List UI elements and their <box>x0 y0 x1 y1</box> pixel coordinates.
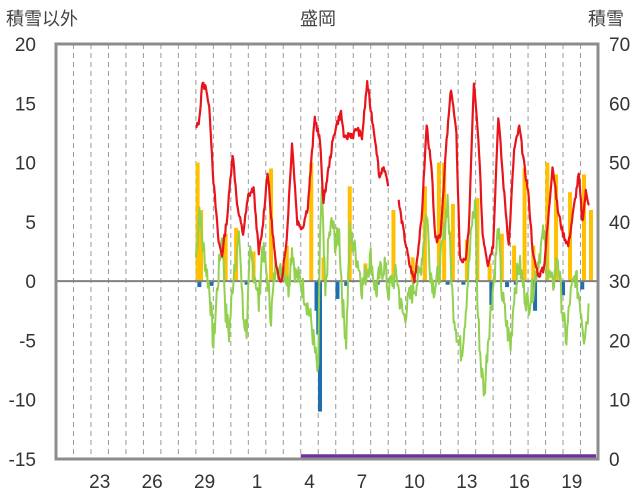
right-tick-label: 50 <box>609 154 630 175</box>
right-tick-label: 40 <box>609 213 630 234</box>
left-tick-label: 5 <box>25 213 36 234</box>
chart-title: 盛岡 <box>300 9 336 30</box>
precip-bar <box>344 281 349 286</box>
snowfall-bar <box>531 245 536 282</box>
snowfall-bar <box>309 162 314 282</box>
snowfall-bar <box>475 198 480 282</box>
snowfall-bar <box>554 174 559 282</box>
right-tick-label: 70 <box>609 35 630 56</box>
x-tick-label: 16 <box>509 472 530 493</box>
x-tick-labels: 23 26 29 1 4 7 10 13 16 19 <box>89 472 582 493</box>
left-tick-label: 15 <box>15 94 36 115</box>
snowfall-bar <box>199 210 204 282</box>
snowfall-bar <box>223 233 228 282</box>
precip-bar <box>489 281 494 305</box>
x-tick-label: 19 <box>561 472 582 493</box>
left-tick-labels: 20 15 10 5 0 -5 -10 -15 <box>9 35 36 471</box>
x-tick-label: 7 <box>357 472 368 493</box>
snowfall-bar <box>284 245 289 282</box>
temperature-line <box>195 80 390 283</box>
right-tick-label: 30 <box>609 272 630 293</box>
precip-bar <box>461 281 466 285</box>
snowfall-bar <box>464 239 469 282</box>
x-tick-label: 29 <box>194 472 215 493</box>
precip-bar <box>561 281 566 296</box>
precip-bar <box>335 281 340 299</box>
x-tick-label: 13 <box>456 472 477 493</box>
precip-bar <box>197 281 202 288</box>
precip-bar <box>533 281 538 311</box>
snowfall-bar <box>442 162 447 282</box>
snowfall-bar <box>391 210 396 282</box>
diff-line <box>194 185 590 397</box>
left-tick-label: 20 <box>15 35 36 56</box>
snowfall-bar <box>487 263 492 282</box>
right-tick-label: 10 <box>609 391 630 412</box>
snowfall-bar <box>582 174 587 282</box>
precip-bar <box>580 281 585 290</box>
snowfall-bar <box>321 257 326 282</box>
left-axis-label: 積雪以外 <box>6 9 78 30</box>
snowfall-bar <box>499 233 504 282</box>
precip-bar <box>244 281 249 285</box>
x-tick-label: 1 <box>252 472 263 493</box>
x-tick-label: 26 <box>142 472 163 493</box>
left-tick-label: -5 <box>19 331 36 352</box>
snowfall-bar <box>436 162 441 282</box>
right-tick-label: 20 <box>609 331 630 352</box>
snowfall-bar <box>410 257 415 282</box>
left-tick-label: 10 <box>15 154 36 175</box>
right-tick-labels: 70 60 50 40 30 20 10 0 <box>609 35 630 471</box>
temperature-line <box>397 82 590 284</box>
x-tick-label: 23 <box>89 472 110 493</box>
right-axis-label: 積雪 <box>588 9 624 30</box>
line-series <box>194 80 596 459</box>
snowfall-bar <box>589 210 594 282</box>
precip-bar <box>445 281 450 285</box>
left-tick-label: 0 <box>25 272 36 293</box>
plot-frame <box>54 42 600 461</box>
right-tick-label: 0 <box>609 450 620 471</box>
precip-bar <box>318 281 323 412</box>
left-tick-label: -15 <box>9 450 36 471</box>
precip-bar <box>209 281 214 286</box>
snowfall-bar <box>450 204 455 282</box>
precip-bar <box>505 281 510 288</box>
x-tick-label: 10 <box>404 472 425 493</box>
left-tick-label: -10 <box>9 391 36 412</box>
right-tick-label: 60 <box>609 94 630 115</box>
snowfall-bar <box>522 168 527 282</box>
x-tick-label: 4 <box>304 472 315 493</box>
snowfall-bar <box>512 245 517 282</box>
